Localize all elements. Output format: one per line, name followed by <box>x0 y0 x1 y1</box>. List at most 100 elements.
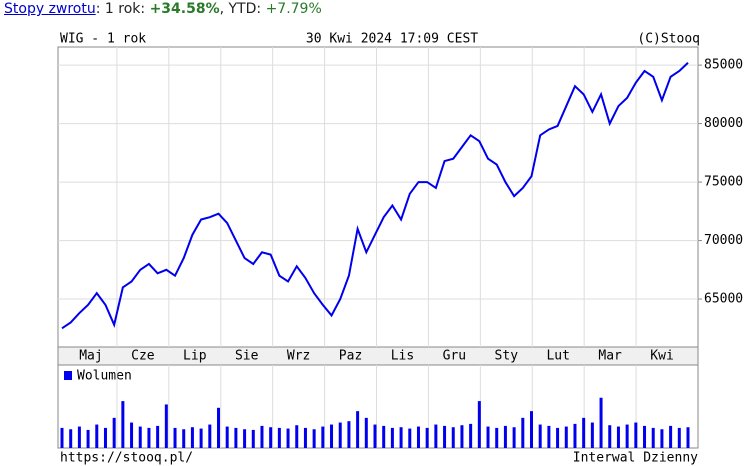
volume-bar <box>390 427 394 448</box>
volume-bar <box>147 427 151 448</box>
volume-bar <box>564 426 568 448</box>
volume-bar <box>103 427 107 448</box>
volume-bar <box>634 422 638 448</box>
volume-bar <box>408 428 412 448</box>
volume-bar <box>112 417 116 448</box>
volume-bar <box>321 426 325 448</box>
volume-bar <box>399 427 403 448</box>
volume-bar <box>121 401 125 448</box>
volume-bar <box>521 417 525 448</box>
x-tick-label: Gru <box>443 349 466 364</box>
ytd-label: , YTD: <box>219 1 266 17</box>
volume-bar <box>156 425 160 448</box>
volume-bar <box>495 427 499 448</box>
volume-bar <box>608 425 612 448</box>
volume-bar <box>295 425 299 448</box>
volume-bar <box>660 429 664 448</box>
volume-bar <box>217 407 220 448</box>
volume-bar <box>277 427 281 448</box>
volume-bar <box>338 422 342 448</box>
period-label: : 1 rok: <box>95 1 150 17</box>
volume-bar <box>86 429 90 448</box>
volume-bar <box>460 425 464 448</box>
volume-bar <box>182 429 186 448</box>
timestamp: 30 Kwi 2024 17:09 CEST <box>306 32 478 47</box>
volume-bar <box>556 427 560 448</box>
volume-bar <box>677 427 681 448</box>
volume-bar <box>530 411 533 448</box>
volume-bar <box>443 425 447 448</box>
price-line <box>61 62 689 330</box>
volume-bar <box>269 427 273 448</box>
volume-bar <box>60 427 64 448</box>
x-tick-label: Kwi <box>650 349 673 364</box>
volume-bar <box>538 424 542 448</box>
volume-bar <box>382 425 386 448</box>
volume-bar <box>373 424 377 448</box>
interval: Interwal Dzienny <box>573 451 698 466</box>
plot-frame <box>57 46 699 348</box>
x-tick-label: Wrz <box>287 349 310 364</box>
volume-bar <box>164 404 168 448</box>
chart-title: WIG - 1 rok <box>60 32 146 47</box>
volume-bar <box>582 417 586 448</box>
y-tick-label: 85000 <box>704 58 743 73</box>
volume-bar <box>416 426 420 448</box>
volume-bar <box>260 425 264 448</box>
volume-bar <box>208 424 212 448</box>
volume-bar <box>69 429 73 448</box>
volume-bar <box>643 425 647 448</box>
x-tick-label: Sty <box>495 349 519 364</box>
legend-label: Wolumen <box>77 369 132 384</box>
returns-header: Stopy zwrotu: 1 rok: +34.58%, YTD: +7.79… <box>4 1 322 17</box>
x-tick-label: Lis <box>391 349 414 364</box>
volume-bar <box>234 427 238 448</box>
volume-bar <box>330 424 334 448</box>
x-tick-label: Maj <box>79 349 102 364</box>
volume-bar <box>77 426 81 448</box>
volume-bar <box>173 427 177 448</box>
x-tick-label: Paz <box>339 349 362 364</box>
volume-bar <box>651 427 655 448</box>
volume-bar <box>547 425 551 448</box>
period-value: +34.58% <box>149 1 220 17</box>
volume-bar <box>599 397 603 448</box>
volume-bar <box>95 424 99 448</box>
y-tick-label: 70000 <box>704 233 743 248</box>
y-tick-label: 75000 <box>704 175 743 190</box>
legend-swatch <box>64 371 72 380</box>
volume-bar <box>312 429 316 448</box>
volume-bar <box>347 421 351 448</box>
x-tick-label: Lut <box>546 349 569 364</box>
volume-bar <box>425 427 429 448</box>
volume-bar <box>451 427 455 448</box>
volume-bar <box>243 429 247 448</box>
returns-link[interactable]: Stopy zwrotu <box>4 1 96 17</box>
volume-bar <box>286 428 290 448</box>
volume-bar <box>225 426 229 448</box>
volume-bar <box>303 427 307 448</box>
volume-bar <box>503 425 507 448</box>
volume-bar <box>199 428 203 448</box>
x-tick-label: Mar <box>598 349 622 364</box>
y-tick-label: 65000 <box>704 292 743 307</box>
x-tick-label: Cze <box>131 349 155 364</box>
volume-bar <box>356 411 360 448</box>
volume-bar <box>138 426 142 448</box>
volume-bar <box>251 429 255 448</box>
volume-bar <box>486 426 490 448</box>
volume-bar <box>590 422 594 448</box>
volume-bar <box>573 423 577 448</box>
volume-bar <box>625 424 629 448</box>
volume-bar <box>190 427 194 448</box>
volume-bar <box>616 426 620 448</box>
volume-bar <box>477 401 481 448</box>
volume-bar <box>686 427 690 448</box>
volume-bar <box>512 427 516 448</box>
ytd-value: +7.79% <box>265 1 322 17</box>
x-tick-label: Sie <box>235 349 259 364</box>
volume-bar <box>669 425 673 448</box>
volume-bar <box>364 417 368 448</box>
